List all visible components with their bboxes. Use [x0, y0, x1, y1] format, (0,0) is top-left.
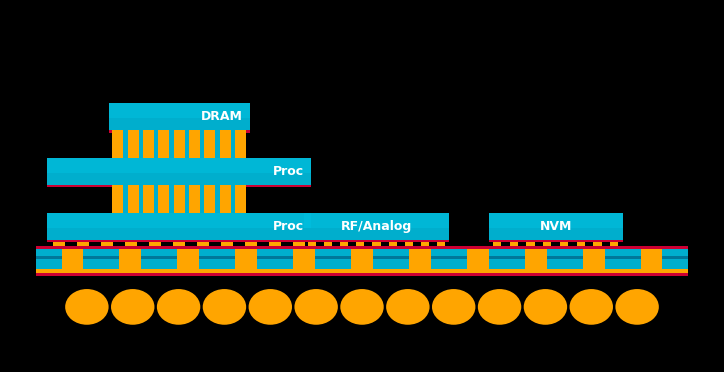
Bar — [293, 246, 315, 271]
Bar — [174, 185, 185, 213]
Bar — [159, 130, 169, 158]
Bar — [112, 130, 246, 158]
Bar — [173, 240, 185, 246]
Bar — [409, 246, 431, 271]
Bar — [594, 240, 602, 246]
Bar — [405, 240, 413, 246]
Bar — [324, 240, 332, 246]
Bar — [36, 246, 688, 249]
Bar — [143, 185, 154, 213]
Bar — [47, 158, 311, 173]
Ellipse shape — [295, 289, 338, 325]
Bar — [235, 130, 246, 158]
Bar — [109, 103, 250, 118]
Bar — [560, 240, 568, 246]
Bar — [489, 213, 623, 240]
Ellipse shape — [615, 289, 659, 325]
Bar — [47, 213, 311, 240]
Text: RF/Analog: RF/Analog — [341, 220, 412, 232]
Ellipse shape — [203, 289, 246, 325]
Bar — [304, 213, 449, 228]
Bar — [293, 240, 306, 246]
Bar — [245, 240, 257, 246]
Bar — [189, 185, 200, 213]
Ellipse shape — [248, 289, 292, 325]
Bar — [610, 240, 618, 246]
Bar — [36, 246, 688, 270]
Bar — [583, 246, 605, 271]
Bar — [269, 240, 282, 246]
Bar — [204, 185, 216, 213]
Bar — [127, 185, 138, 213]
Bar — [174, 130, 185, 158]
Ellipse shape — [478, 289, 521, 325]
Bar — [308, 240, 316, 246]
Bar — [149, 240, 161, 246]
Bar — [437, 240, 445, 246]
Bar — [112, 185, 123, 213]
Bar — [372, 240, 381, 246]
Text: Proc: Proc — [273, 165, 304, 178]
Bar — [235, 185, 246, 213]
Bar — [204, 130, 216, 158]
Text: NVM: NVM — [539, 220, 572, 232]
Bar — [525, 246, 547, 271]
Bar — [510, 240, 518, 246]
Bar — [526, 240, 535, 246]
Bar — [351, 246, 373, 271]
Text: Proc: Proc — [273, 220, 304, 232]
Bar — [543, 240, 552, 246]
Bar — [109, 103, 250, 130]
Ellipse shape — [65, 289, 109, 325]
Bar — [389, 240, 397, 246]
Ellipse shape — [432, 289, 476, 325]
Bar — [47, 158, 311, 185]
Bar — [576, 240, 585, 246]
Bar — [235, 246, 257, 271]
Bar — [47, 185, 311, 187]
Bar — [189, 130, 200, 158]
Bar — [112, 185, 246, 213]
Bar — [112, 130, 123, 158]
Ellipse shape — [111, 289, 154, 325]
Bar — [304, 213, 449, 240]
Ellipse shape — [340, 289, 384, 325]
Bar — [36, 269, 688, 273]
Bar — [489, 240, 623, 242]
Bar — [77, 240, 89, 246]
Bar — [356, 240, 364, 246]
Bar — [197, 240, 209, 246]
Bar — [340, 240, 348, 246]
Bar — [467, 246, 489, 271]
Bar — [109, 130, 250, 133]
Bar — [36, 256, 688, 259]
Bar — [47, 213, 311, 228]
Bar — [159, 185, 169, 213]
Bar — [220, 130, 231, 158]
Bar — [101, 240, 113, 246]
Bar — [493, 240, 501, 246]
Ellipse shape — [157, 289, 201, 325]
Bar — [304, 240, 449, 242]
Ellipse shape — [570, 289, 613, 325]
Bar — [127, 130, 138, 158]
Ellipse shape — [523, 289, 567, 325]
Bar — [421, 240, 429, 246]
Bar — [489, 213, 623, 228]
Bar — [220, 185, 231, 213]
Bar — [62, 246, 83, 271]
Ellipse shape — [386, 289, 429, 325]
Bar — [125, 240, 137, 246]
Bar — [47, 240, 311, 242]
Bar — [641, 246, 662, 271]
Bar — [177, 246, 199, 271]
Bar — [222, 240, 233, 246]
Bar — [143, 130, 154, 158]
Bar — [53, 240, 65, 246]
Bar — [36, 273, 688, 276]
Text: DRAM: DRAM — [201, 110, 243, 123]
Bar — [119, 246, 141, 271]
